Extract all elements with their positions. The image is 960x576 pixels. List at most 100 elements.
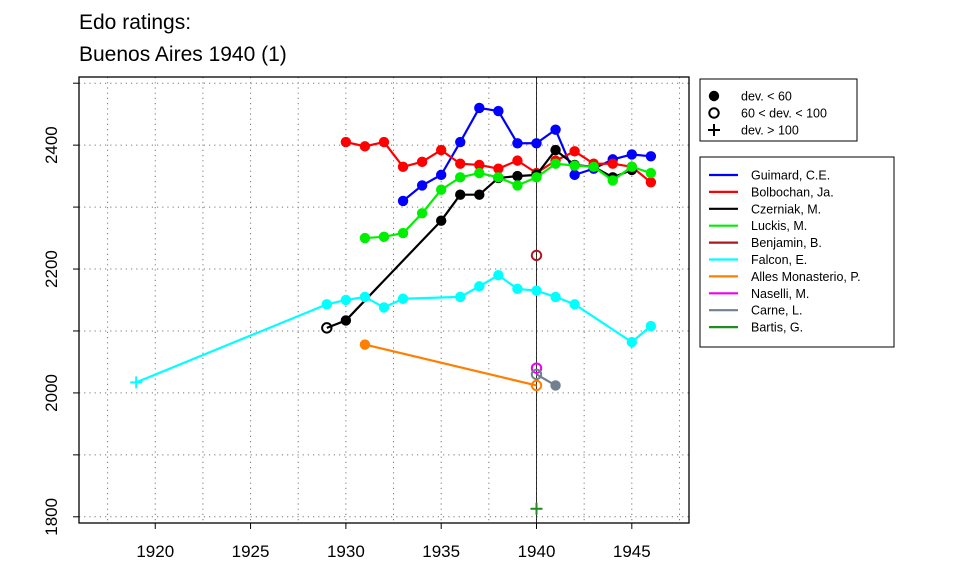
data-point (397, 195, 409, 207)
data-point (645, 167, 657, 179)
data-point (569, 169, 580, 181)
data-point (550, 144, 561, 156)
series-6 (359, 339, 543, 392)
data-point (416, 208, 428, 219)
series-legend-label: Naselli, M. (751, 287, 809, 301)
series-7 (530, 362, 543, 374)
data-point (359, 141, 371, 152)
data-point (474, 167, 485, 179)
data-point (359, 232, 371, 244)
data-point (435, 169, 447, 181)
x-tick-label: 1930 (327, 542, 365, 561)
data-point (645, 320, 657, 332)
plot-area (78, 76, 690, 524)
data-point (397, 293, 409, 304)
data-point (435, 144, 447, 156)
series-legend-label: Carne, L. (751, 304, 802, 318)
data-point (359, 339, 371, 350)
data-point (455, 189, 466, 200)
data-point (550, 158, 561, 169)
marker-legend-symbol (708, 107, 720, 119)
series-legend-label: Bartis, G. (751, 321, 803, 335)
data-point (569, 146, 580, 157)
data-point (378, 136, 390, 148)
x-tick-label: 1925 (232, 542, 270, 561)
data-point (378, 302, 390, 313)
x-tick-label: 1935 (422, 542, 460, 561)
data-point (493, 270, 504, 281)
series-9 (530, 502, 543, 515)
chart-title-line-2: Buenos Aires 1940 (1) (79, 43, 287, 66)
data-point (607, 175, 618, 186)
data-point (645, 177, 657, 188)
series-5 (130, 270, 657, 389)
data-point (530, 502, 543, 515)
marker-legend-symbol (708, 124, 720, 136)
data-point (435, 184, 447, 195)
data-point (645, 151, 657, 162)
marker-legend-label: 60 < dev. < 100 (741, 107, 827, 121)
data-point (512, 180, 523, 191)
y-tick-label: 2000 (42, 374, 61, 412)
y-tick-label: 2200 (42, 250, 61, 288)
marker-legend: dev. < 60 60 < dev. < 100 dev. > 100 (699, 78, 858, 142)
data-point (435, 215, 447, 226)
y-tick-label: 2400 (42, 126, 61, 164)
data-point (569, 160, 580, 171)
data-point (340, 136, 352, 148)
data-point (626, 161, 638, 173)
series-legend: Guimard, C.E. Bolbochan, Ja. Czerniak, M. L… (699, 156, 895, 348)
data-point (321, 322, 333, 334)
chart-title-line-1: Edo ratings: (79, 11, 191, 34)
data-point (321, 299, 333, 310)
data-point (455, 291, 466, 303)
series-0 (397, 102, 657, 207)
data-point (530, 368, 543, 381)
series-legend-label: Luckis, M. (751, 219, 807, 233)
data-point (359, 291, 371, 303)
data-point (626, 149, 638, 160)
series-legend-label: Bolbochan, Ja. (751, 185, 834, 199)
series-legend-label: Guimard, C.E. (751, 169, 830, 183)
data-point (569, 299, 580, 310)
data-point (455, 172, 466, 183)
y-tick-label: 1800 (42, 498, 61, 536)
data-point (530, 249, 543, 262)
data-point (550, 124, 561, 135)
marker-legend-symbol (708, 90, 720, 102)
x-tick-label: 1940 (518, 542, 556, 561)
data-point (474, 102, 485, 114)
data-point (130, 376, 143, 389)
series-8 (530, 368, 561, 391)
data-point (474, 281, 485, 292)
data-point (340, 294, 352, 306)
series-legend-box (699, 156, 895, 348)
data-point (550, 291, 561, 303)
series-legend-label: Benjamin, B. (751, 236, 822, 250)
data-point (512, 170, 523, 182)
series-layer (130, 102, 657, 515)
data-point (455, 158, 466, 169)
data-point (493, 163, 504, 174)
data-point (531, 172, 542, 183)
data-point (531, 285, 542, 296)
series-line (364, 162, 652, 240)
data-point (626, 336, 638, 348)
data-point (550, 380, 561, 391)
data-point (607, 158, 618, 169)
x-tick-label: 1920 (136, 542, 174, 561)
data-point (530, 379, 543, 392)
data-point (512, 138, 523, 149)
marker-legend-label: dev. > 100 (741, 124, 799, 138)
marker-legend-label: dev. < 60 (741, 90, 792, 104)
x-tick-label: 1945 (613, 542, 651, 561)
series-legend-label: Alles Monasterio, P. (751, 270, 861, 284)
data-point (474, 159, 485, 171)
data-point (530, 362, 543, 374)
data-point (378, 231, 390, 243)
marker-legend-box (699, 78, 858, 142)
data-point (397, 227, 409, 239)
series-line (364, 343, 537, 387)
data-point (397, 161, 409, 173)
